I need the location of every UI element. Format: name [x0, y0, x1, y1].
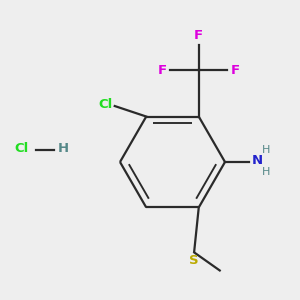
Text: F: F	[194, 29, 203, 42]
Text: H: H	[58, 142, 69, 155]
Text: S: S	[189, 254, 199, 267]
Text: Cl: Cl	[14, 142, 28, 155]
Text: F: F	[158, 64, 167, 76]
Text: H: H	[262, 146, 270, 155]
Text: N: N	[252, 154, 263, 167]
Text: F: F	[231, 64, 240, 76]
Text: Cl: Cl	[98, 98, 112, 111]
Text: H: H	[262, 167, 270, 177]
